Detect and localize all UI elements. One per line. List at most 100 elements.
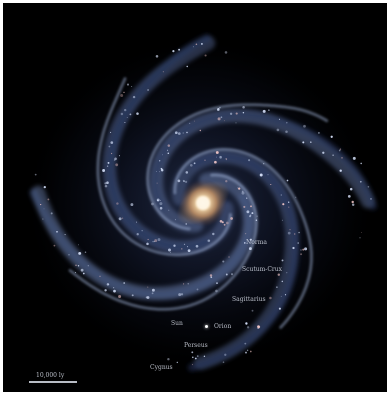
star-knot	[246, 210, 250, 214]
star-knot	[257, 325, 260, 328]
star-knot	[237, 187, 239, 189]
star-knot	[249, 350, 252, 353]
star-knot	[285, 130, 288, 134]
star-knot	[110, 141, 114, 144]
star-knot	[242, 106, 245, 109]
star-knot	[162, 71, 164, 73]
star-knot	[152, 240, 154, 243]
star-knot	[155, 55, 159, 58]
star-knot	[167, 357, 170, 361]
star-knot	[245, 351, 247, 354]
star-knot	[178, 293, 182, 297]
star-knot	[126, 83, 130, 86]
star-knot	[303, 124, 306, 128]
star-knot	[42, 218, 44, 220]
sun-marker	[205, 325, 208, 328]
star-knot	[196, 288, 199, 291]
star-knot	[338, 149, 341, 152]
star-knot	[124, 108, 127, 112]
star-knot	[284, 294, 287, 296]
star-knot	[263, 163, 265, 165]
star-knot	[249, 214, 252, 216]
star-knot	[120, 112, 124, 116]
star-knot	[276, 128, 280, 132]
star-knot	[131, 294, 134, 297]
star-knot	[244, 242, 246, 244]
star-knot	[292, 246, 295, 250]
galactic-nucleus	[196, 196, 210, 210]
star-knot	[242, 111, 245, 114]
star-knot	[204, 159, 206, 161]
star-knot	[106, 165, 109, 167]
star-knot	[367, 186, 370, 188]
star-knot	[147, 286, 149, 288]
star-knot	[146, 296, 150, 299]
star-knot	[193, 162, 196, 165]
star-knot	[225, 180, 228, 183]
star-knot	[212, 232, 215, 236]
star-knot	[78, 244, 79, 246]
star-knot	[297, 242, 299, 244]
star-knot	[136, 233, 139, 236]
star-knot	[68, 254, 70, 256]
star-knot	[192, 356, 194, 359]
label-scutum-crux-arm: Scutum-Crux	[242, 266, 283, 273]
label-orion-arm: Orion	[214, 323, 232, 330]
star-knot	[130, 203, 134, 207]
star-knot	[114, 157, 117, 161]
star-knot	[176, 361, 178, 364]
star-knot	[182, 132, 184, 134]
star-knot	[104, 182, 107, 185]
star-knot	[146, 242, 149, 246]
star-knot	[216, 282, 218, 284]
star-knot	[280, 295, 282, 297]
star-knot	[339, 148, 342, 150]
star-knot	[210, 276, 213, 279]
star-knot	[47, 198, 50, 201]
star-knot	[286, 122, 288, 124]
star-knot	[174, 219, 176, 221]
star-knot	[238, 187, 241, 190]
star-knot	[40, 204, 42, 206]
star-knot	[160, 167, 163, 170]
star-knot	[184, 180, 188, 184]
star-knot	[269, 296, 272, 300]
star-knot	[78, 251, 82, 255]
star-knot	[246, 326, 250, 329]
star-knot	[199, 129, 201, 132]
star-knot	[173, 244, 176, 247]
star-knot	[87, 265, 89, 267]
star-knot	[300, 253, 303, 256]
star-knot	[178, 132, 181, 135]
star-knot	[230, 217, 233, 220]
star-knot	[225, 158, 227, 160]
star-knot	[120, 94, 124, 97]
star-knot	[302, 141, 305, 144]
star-knot	[295, 196, 297, 198]
star-knot	[195, 43, 198, 46]
star-knot	[195, 244, 199, 248]
star-knot	[129, 113, 132, 116]
star-knot	[189, 163, 193, 167]
star-knot	[209, 274, 213, 277]
star-knot	[241, 190, 244, 193]
star-knot	[34, 173, 37, 176]
star-knot	[302, 248, 305, 251]
star-knot	[191, 351, 194, 354]
star-knot	[159, 171, 161, 173]
star-knot	[77, 265, 80, 267]
star-knot	[186, 65, 188, 68]
star-knot	[339, 169, 342, 172]
star-knot	[141, 230, 143, 232]
star-knot	[74, 272, 77, 274]
star-knot	[118, 217, 122, 221]
star-knot	[107, 161, 110, 164]
star-knot	[359, 180, 362, 183]
star-knot	[244, 232, 247, 235]
star-knot	[193, 120, 195, 122]
star-knot	[181, 248, 183, 250]
star-knot	[162, 154, 164, 156]
star-knot	[82, 272, 85, 275]
label-perseus-arm: Perseus	[184, 342, 208, 349]
star-knot	[229, 112, 233, 115]
